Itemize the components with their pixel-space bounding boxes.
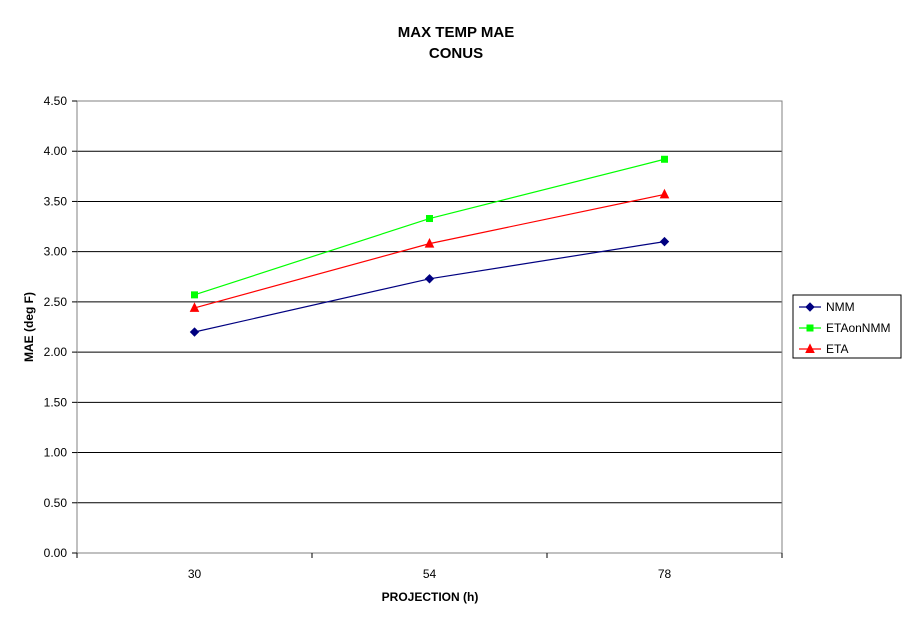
series-line xyxy=(194,193,665,309)
gridlines xyxy=(77,100,782,554)
legend-marker xyxy=(805,302,815,312)
data-point xyxy=(189,327,200,337)
data-point xyxy=(191,291,198,299)
x-tick-label: 78 xyxy=(658,567,672,581)
y-axis: 0.00 0.50 1.00 1.50 2.00 2.50 3.00 3.50 4.00 4.50 xyxy=(44,94,77,560)
x-tick-label: 54 xyxy=(423,567,437,581)
series-line xyxy=(194,241,665,333)
series-ETA xyxy=(189,188,670,312)
y-axis-title: MAE (deg F) xyxy=(22,292,36,362)
y-tick-label: 4.50 xyxy=(44,94,68,108)
y-tick-label: 1.50 xyxy=(44,395,68,409)
series-ETAonNMM xyxy=(191,155,668,299)
legend-label: ETAonNMM xyxy=(826,321,890,335)
y-tick-label: 3.50 xyxy=(44,194,68,208)
chart-title: MAX TEMP MAE xyxy=(398,24,514,41)
y-tick-label: 3.00 xyxy=(44,245,68,259)
data-point xyxy=(424,274,435,284)
y-tick-label: 0.50 xyxy=(44,496,68,510)
chart-subtitle: CONUS xyxy=(429,45,483,62)
data-point xyxy=(424,238,435,248)
data-point xyxy=(426,215,433,223)
y-tick-label: 0.00 xyxy=(44,546,68,560)
legend: NMM ETAonNMM ETA xyxy=(792,294,902,359)
data-point xyxy=(189,302,200,312)
series xyxy=(189,155,670,337)
legend-marker xyxy=(806,324,814,332)
data-point xyxy=(661,155,668,163)
legend-label: NMM xyxy=(826,300,855,314)
data-point xyxy=(659,188,670,199)
series-NMM xyxy=(189,236,670,337)
data-point xyxy=(659,236,670,247)
y-tick-label: 1.00 xyxy=(44,446,68,460)
y-tick-label: 2.50 xyxy=(44,295,68,309)
legend-marker xyxy=(805,343,815,353)
y-tick-label: 2.00 xyxy=(44,345,68,359)
plot-area xyxy=(76,100,783,554)
x-axis: 30 54 78 xyxy=(76,553,783,581)
x-tick-label: 30 xyxy=(188,567,202,581)
y-tick-label: 4.00 xyxy=(44,144,68,158)
legend-label: ETA xyxy=(826,342,848,356)
x-axis-title: PROJECTION (h) xyxy=(382,590,479,604)
